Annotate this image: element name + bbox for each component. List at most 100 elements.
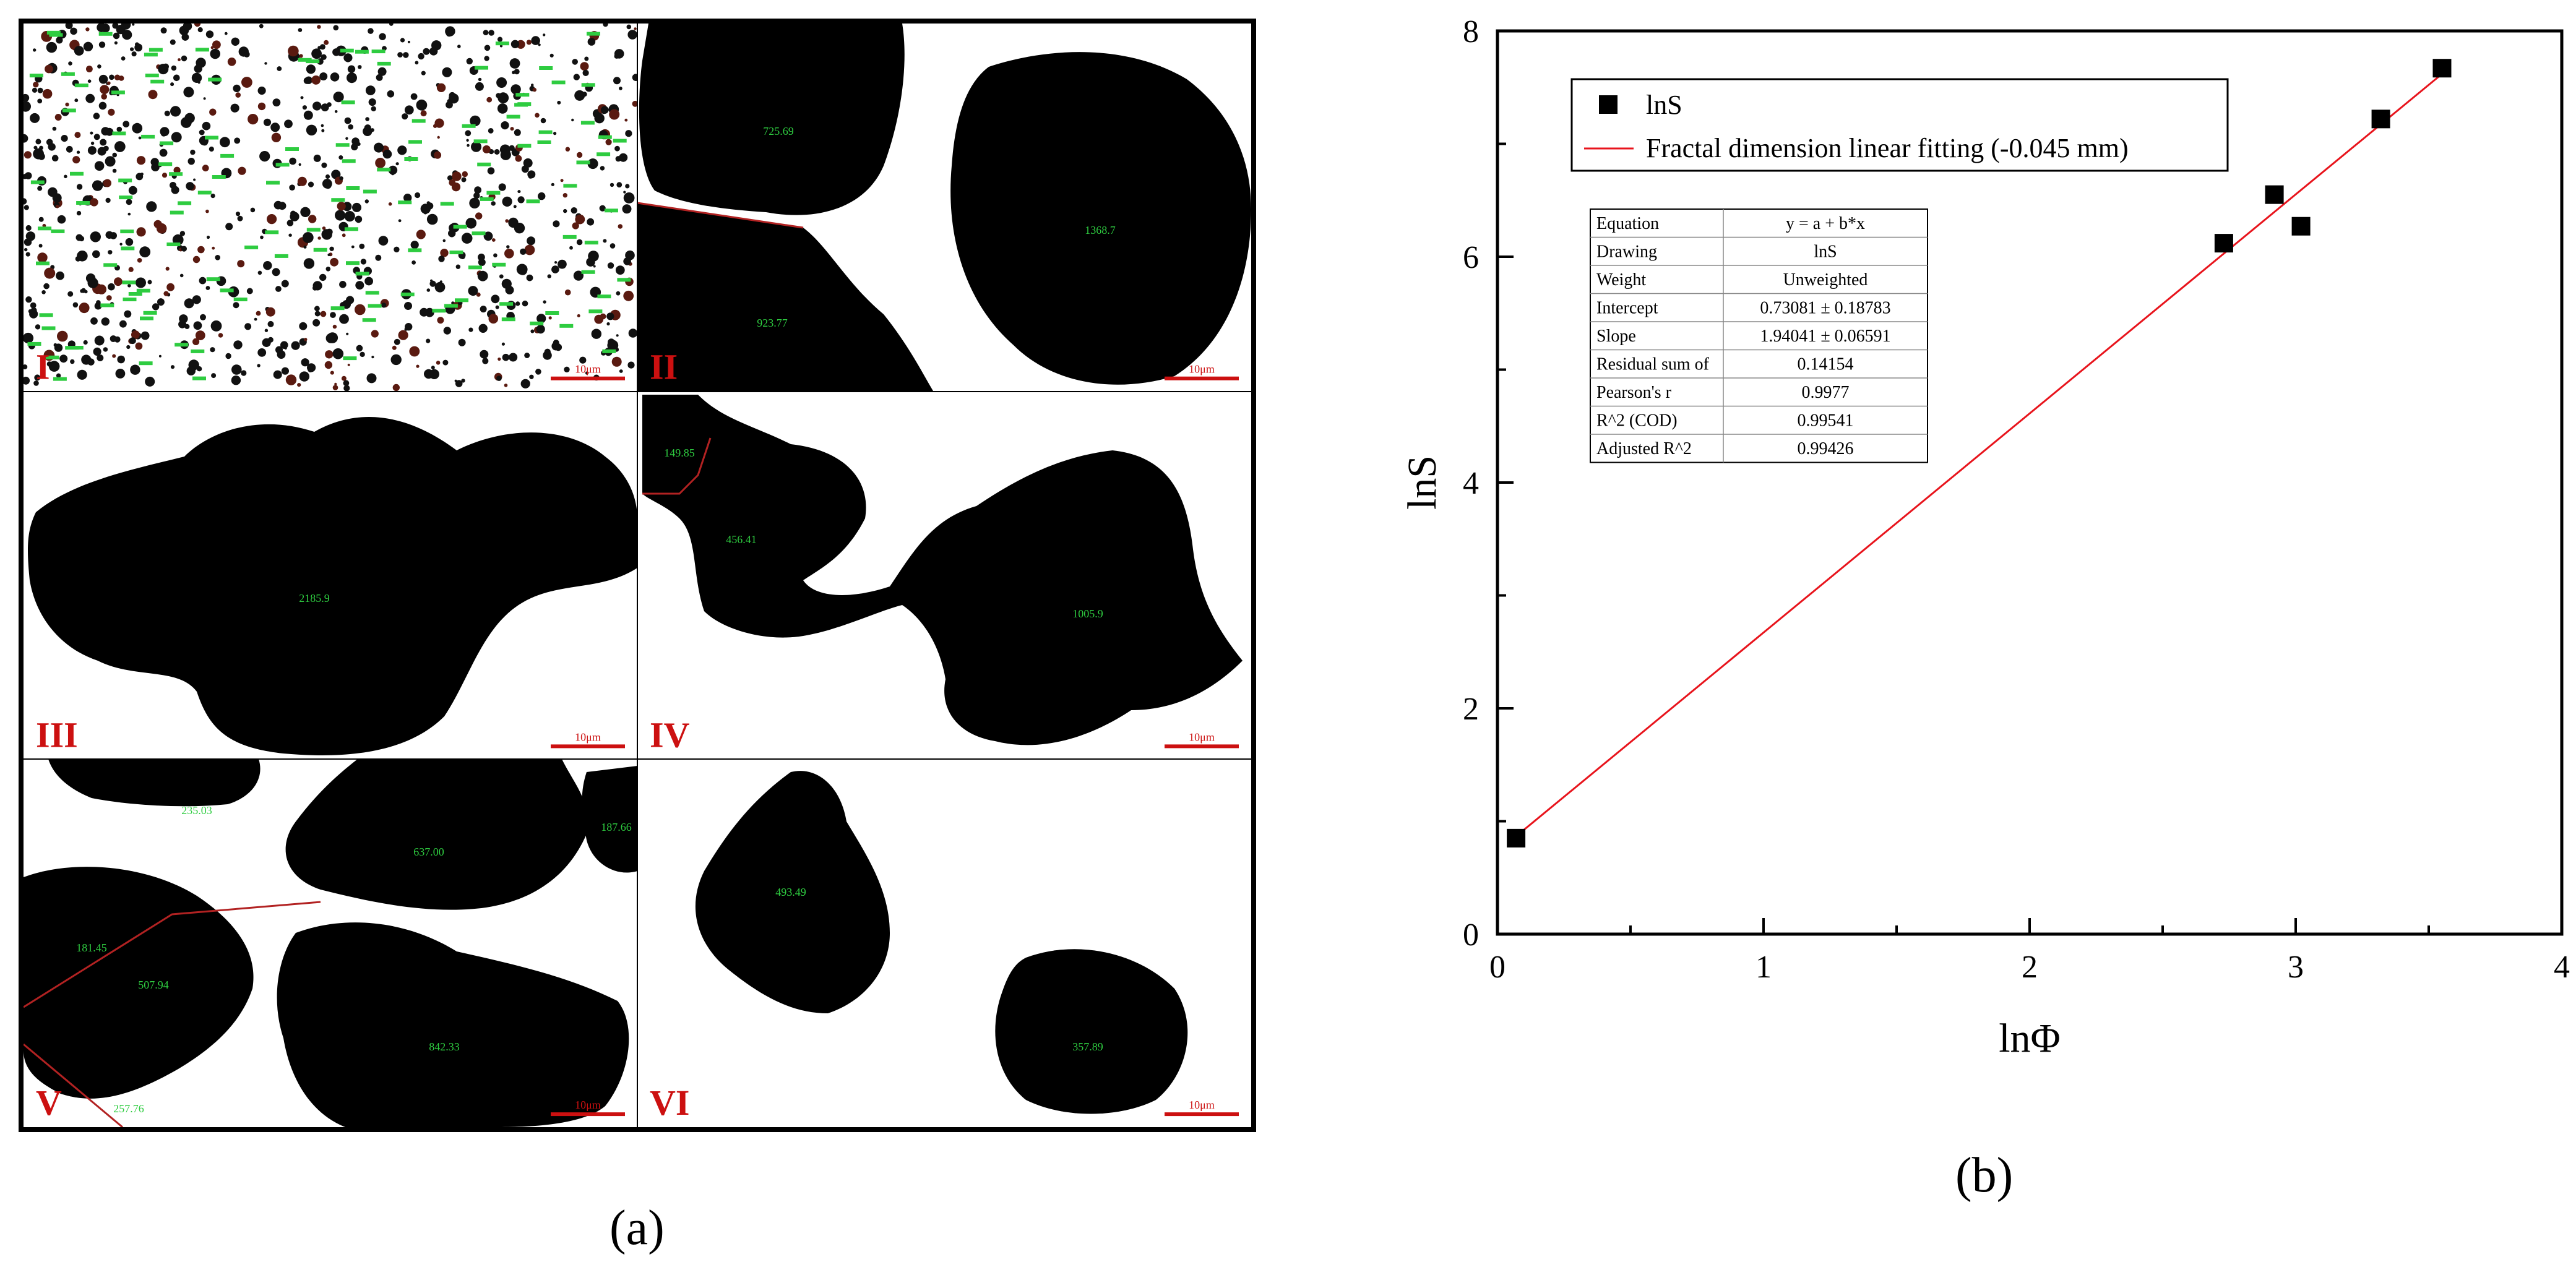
speckle [394, 338, 400, 345]
speckle [257, 86, 266, 95]
speckle [59, 354, 68, 363]
speckle [437, 135, 440, 139]
speckle [312, 101, 322, 111]
particle-outline [24, 901, 321, 1008]
speckle [364, 124, 371, 132]
speckle [526, 274, 533, 281]
particle [48, 759, 261, 807]
speckle [24, 174, 28, 179]
speckle [197, 27, 203, 33]
speckle [246, 288, 253, 294]
speckle-label [39, 313, 53, 317]
speckle-label [306, 59, 320, 64]
speckle [114, 74, 121, 80]
speckle [358, 65, 362, 69]
speckle [194, 64, 202, 73]
speckle [38, 244, 43, 248]
speckle [554, 261, 558, 264]
speckle [76, 184, 83, 190]
speckle [551, 182, 554, 186]
speckle [184, 298, 194, 309]
speckle [571, 118, 574, 122]
speckle [475, 212, 483, 220]
speckle [634, 27, 637, 30]
speckle-label [30, 180, 45, 184]
speckle [98, 41, 106, 48]
speckle [478, 259, 486, 266]
speckle [517, 190, 521, 194]
speckle [478, 324, 488, 333]
speckle [312, 281, 322, 291]
stats-value: 0.73081 ± 0.18783 [1760, 299, 1890, 318]
speckle-label [432, 309, 446, 313]
particle-outline [637, 202, 804, 229]
x-tick-label: 0 [1489, 950, 1506, 985]
speckle [114, 41, 118, 45]
speckle [257, 270, 262, 275]
speckle [225, 223, 233, 231]
speckle [553, 132, 557, 135]
speckle [24, 93, 30, 102]
speckle [397, 52, 403, 58]
speckle [199, 129, 205, 135]
speckle-label [475, 66, 488, 70]
speckle [582, 92, 587, 97]
speckle [116, 25, 126, 35]
speckle [145, 376, 155, 387]
speckle [76, 150, 80, 154]
speckle-label [45, 355, 59, 359]
scale-bar [551, 1112, 625, 1117]
speckle [108, 108, 115, 116]
speckle-label [123, 298, 137, 301]
stats-key: Slope [1596, 327, 1636, 346]
speckle [100, 85, 110, 95]
speckle [446, 30, 453, 37]
speckle [576, 152, 583, 158]
speckle [237, 215, 243, 221]
speckle [147, 280, 152, 285]
speckle [312, 319, 321, 327]
speckle [342, 233, 346, 238]
speckle [280, 341, 288, 349]
speckle [371, 330, 379, 338]
speckle [599, 205, 606, 212]
stats-key: Pearson's r [1596, 383, 1672, 402]
speckle [192, 295, 201, 304]
speckle-label [515, 93, 530, 97]
speckle [514, 129, 521, 136]
speckle [461, 379, 465, 383]
data-point [2291, 217, 2311, 236]
speckle [250, 207, 256, 213]
speckle [212, 40, 221, 49]
speckle [407, 40, 410, 43]
speckle-label [313, 247, 327, 252]
speckle [74, 132, 81, 139]
speckle [303, 245, 307, 249]
speckle [314, 306, 320, 312]
speckle [483, 231, 493, 241]
speckle [74, 46, 84, 56]
speckle [623, 257, 631, 265]
speckle [136, 156, 146, 165]
speckle [171, 65, 177, 71]
speckle [495, 305, 499, 309]
speckle [606, 312, 614, 320]
speckle-label [344, 227, 358, 231]
speckle-label [411, 119, 426, 123]
speckle [334, 382, 337, 386]
speckle [238, 166, 246, 175]
tile-label: II [650, 347, 678, 387]
speckle [551, 265, 559, 273]
speckle [564, 366, 570, 372]
speckle [24, 151, 32, 159]
particle-area-label: 493.49 [775, 886, 806, 898]
speckle [116, 126, 123, 132]
speckle [466, 139, 469, 142]
particle-area-label: 235.03 [181, 804, 212, 817]
speckle [374, 142, 384, 153]
speckle-label [517, 144, 532, 148]
speckle [625, 184, 630, 189]
speckle [231, 37, 239, 46]
speckle [391, 172, 395, 176]
speckle-label [166, 243, 181, 246]
